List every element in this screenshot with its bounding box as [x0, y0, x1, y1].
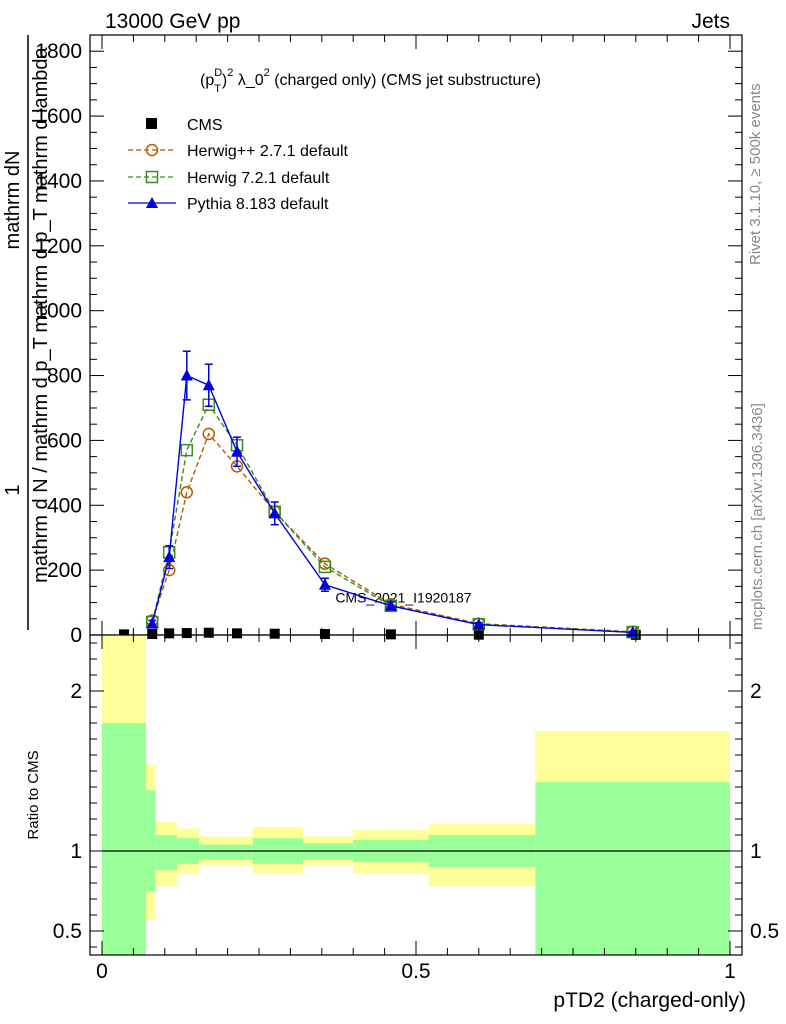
title-close: )	[222, 72, 227, 89]
legend-label-herwig7: Herwig 7.2.1 default	[187, 170, 330, 187]
legend: CMS Herwig++ 2.7.1 default Herwig 7.2.1 …	[128, 117, 349, 213]
legend-marker-herwig7	[145, 170, 159, 184]
data-point	[384, 599, 397, 611]
ratio-ytick-label-right: 2	[750, 680, 762, 703]
ratio-xtick-label: 0	[96, 960, 108, 983]
series-line-1	[151, 432, 633, 633]
mcplots-label: mcplots.cern.ch [arXiv:1306.3436]	[749, 403, 766, 630]
main-ytick-label: 800	[47, 365, 82, 388]
title-sub-t: T	[214, 83, 221, 95]
ylabel-denominator-dpt: mathrm d p_T mathrm d lambda	[30, 46, 52, 332]
main-ytick-label: 400	[47, 494, 82, 517]
data-point	[385, 629, 396, 640]
legend-marker-cms	[146, 118, 157, 129]
data-point	[202, 427, 216, 441]
data-point	[318, 560, 332, 574]
main-ytick-label: 1800	[35, 40, 82, 63]
watermark: CMS_2021_I1920187	[335, 590, 471, 606]
ratio-band-inner	[535, 782, 730, 955]
title-rest: (charged only) (CMS jet substructure)	[270, 72, 541, 89]
header-energy: 13000 GeV pp	[105, 10, 240, 33]
series-3	[146, 350, 639, 638]
main-title: (pD T)2 λ_02 (charged only) (CMS jet subs…	[200, 67, 541, 95]
ratio-band-inner	[102, 723, 146, 955]
legend-label-pythia: Pythia 8.183 default	[187, 196, 329, 213]
title-sup-d: D	[214, 67, 222, 79]
main-ytick-label: 200	[47, 559, 82, 582]
legend-marker-pythia	[146, 197, 158, 208]
legend-label-cms: CMS	[187, 117, 223, 134]
legend-marker-herwigpp	[145, 143, 159, 157]
ratio-xtick-label: 1	[724, 960, 736, 983]
data-point	[318, 578, 331, 590]
data-point	[181, 628, 192, 639]
ratio-ytick-label: 1	[70, 840, 82, 863]
data-point	[180, 369, 193, 381]
data-point	[202, 378, 215, 391]
data-point	[164, 628, 175, 639]
ratio-ytick-label-right: 1	[750, 840, 762, 863]
data-point	[203, 627, 214, 638]
ratio-ylabel: Ratio to CMS	[25, 750, 42, 839]
ratio-xtick-label: 0.5	[401, 960, 430, 983]
title-p: (p	[200, 72, 214, 89]
title-sup-2b: 2	[264, 67, 270, 79]
ylabel-denominator-one: mathrm d N / mathrm d p_T	[30, 337, 52, 583]
ratio-band-inner	[155, 835, 178, 871]
data-point	[231, 445, 244, 457]
main-ytick-label: 600	[47, 429, 82, 452]
x-axis-label: pTD2 (charged-only)	[553, 989, 746, 1012]
ylabel-numerator-dn: mathrm dN	[2, 151, 24, 250]
main-ytick-label: 1000	[35, 300, 82, 323]
ratio-ytick-label: 2	[70, 680, 82, 703]
data-point	[118, 629, 129, 640]
data-point	[163, 550, 176, 563]
ratio-band-inner	[145, 790, 156, 891]
header-jets: Jets	[691, 10, 730, 33]
ratio-ytick-label-right: 0.5	[750, 920, 779, 943]
data-point	[180, 486, 194, 499]
data-point	[268, 506, 281, 519]
main-ytick-label: 1600	[35, 105, 82, 128]
rivet-label: Rivet 3.1.10, ≥ 500k events	[747, 83, 764, 265]
data-point	[269, 628, 280, 639]
ratio-band-inner	[199, 844, 253, 859]
title-sup-2: 2	[227, 67, 233, 79]
data-point	[472, 618, 485, 630]
series-line-3	[151, 374, 633, 634]
title-lambda: λ_0	[233, 72, 263, 89]
ratio-ytick-label: 0.5	[53, 920, 82, 943]
main-ytick-label: 1400	[35, 170, 82, 193]
data-point	[319, 629, 330, 640]
data-point	[232, 628, 243, 639]
data-point	[146, 617, 159, 629]
main-ytick-label: 1200	[35, 235, 82, 258]
main-ytick-label: 0	[70, 624, 82, 647]
data-point	[147, 629, 158, 640]
legend-label-herwigpp: Herwig++ 2.7.1 default	[187, 143, 349, 160]
y-axis-label: 1 mathrm d N / mathrm d p_T mathrm dN ma…	[2, 35, 52, 630]
data-point	[180, 443, 194, 457]
ylabel-numerator-one: 1	[2, 484, 24, 495]
